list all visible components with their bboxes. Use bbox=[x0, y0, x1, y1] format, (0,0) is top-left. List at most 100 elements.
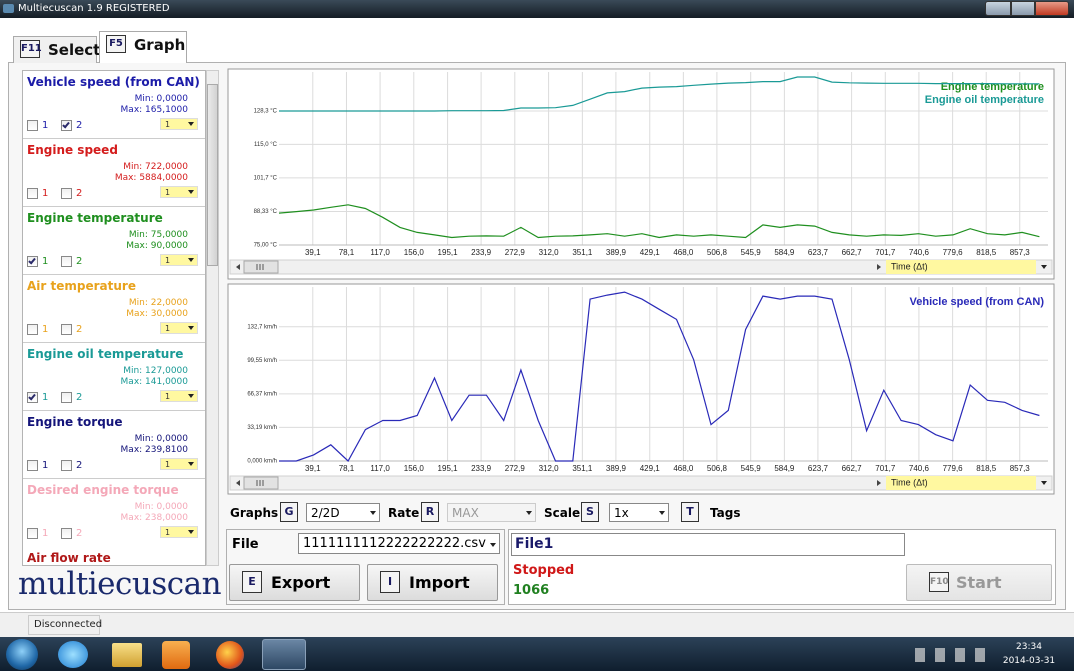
y-tick-label: 88,33 °C bbox=[254, 209, 278, 215]
tab-label: Select bbox=[48, 41, 101, 59]
rate-select[interactable]: MAX bbox=[447, 503, 536, 522]
export-label: Export bbox=[271, 573, 331, 592]
scroll-right bbox=[877, 480, 881, 486]
graphs-select[interactable]: 2/2D bbox=[306, 503, 380, 522]
y-tick-label: 101,7 °C bbox=[254, 175, 278, 181]
x-tick-label: 272,9 bbox=[505, 464, 526, 473]
y-tick-label: 66,37 km/h bbox=[247, 391, 277, 397]
item-max: Max: 141,0000 bbox=[120, 377, 188, 387]
maximize-button[interactable] bbox=[1011, 1, 1035, 16]
scale-select[interactable]: 1 bbox=[160, 458, 198, 470]
item-min: Min: 75,0000 bbox=[128, 230, 188, 240]
scale-select[interactable]: 1 bbox=[160, 390, 198, 402]
x-tick-label: 389,9 bbox=[606, 248, 627, 257]
rate-label: Rate bbox=[388, 506, 420, 520]
explorer-icon[interactable] bbox=[112, 643, 142, 667]
start-button[interactable] bbox=[6, 639, 38, 670]
channel-label: 1 bbox=[42, 120, 49, 131]
tab-label: Graph bbox=[134, 36, 186, 54]
y-tick-label: 128,3 °C bbox=[254, 109, 278, 115]
dropdown-arrow bbox=[188, 462, 194, 466]
chart-frame bbox=[227, 283, 1055, 495]
channel-checkbox[interactable] bbox=[61, 120, 72, 131]
sidebar-item-name: Air flow rate bbox=[27, 551, 111, 565]
dropdown-arrow bbox=[188, 258, 194, 262]
y-tick-label: 99,55 km/h bbox=[247, 358, 277, 364]
scale-select[interactable]: 1 bbox=[160, 186, 198, 198]
x-tick-label: 195,1 bbox=[438, 464, 459, 473]
sidebar-item-name: Engine temperature bbox=[27, 211, 163, 225]
x-tick-label: 312,0 bbox=[539, 248, 560, 257]
scrollbar-thumb[interactable] bbox=[207, 84, 218, 266]
item-min: Min: 22,0000 bbox=[128, 298, 188, 308]
x-tick-label: 662,7 bbox=[842, 464, 863, 473]
session-count: 1066 bbox=[513, 583, 550, 598]
status-text: Disconnected bbox=[34, 619, 103, 630]
channel-checkbox[interactable] bbox=[27, 188, 38, 199]
scale-select[interactable]: 1 bbox=[160, 254, 198, 266]
channel-checkbox[interactable] bbox=[61, 188, 72, 199]
channel-checkbox[interactable] bbox=[61, 460, 72, 471]
channel-checkbox[interactable] bbox=[27, 460, 38, 471]
x-axis-label: Time (Δt) bbox=[891, 261, 928, 271]
clock-date: 2014-03-31 bbox=[1002, 656, 1056, 666]
session-state: Stopped bbox=[513, 563, 575, 578]
x-tick-label: 117,0 bbox=[370, 248, 390, 257]
x-tick-label: 701,7 bbox=[875, 248, 896, 257]
x-tick-label: 39,1 bbox=[305, 464, 321, 473]
x-tick-label: 351,1 bbox=[572, 248, 593, 257]
item-max: Max: 30,0000 bbox=[126, 309, 188, 319]
window-title: Multiecuscan 1.9 REGISTERED bbox=[18, 3, 170, 14]
status-bar bbox=[0, 612, 1074, 637]
x-tick-label: 740,6 bbox=[909, 248, 930, 257]
channel-label: 1 bbox=[42, 324, 49, 335]
channel-checkbox[interactable] bbox=[27, 324, 38, 335]
x-tick-label: 156,0 bbox=[404, 464, 425, 473]
x-tick-label: 312,0 bbox=[539, 464, 560, 473]
x-tick-label: 195,1 bbox=[438, 248, 459, 257]
item-separator bbox=[23, 206, 205, 207]
y-tick-label: 75,00 °C bbox=[254, 243, 278, 249]
tray-icons bbox=[915, 648, 995, 662]
x-tick-label: 429,1 bbox=[640, 464, 661, 473]
sidebar-item-name: Engine speed bbox=[27, 143, 118, 157]
scale-select[interactable]: 1x bbox=[609, 503, 669, 522]
channel-checkbox[interactable] bbox=[61, 528, 72, 539]
x-tick-label: 117,0 bbox=[370, 464, 390, 473]
x-tick-label: 545,9 bbox=[741, 464, 762, 473]
item-min: Min: 722,0000 bbox=[123, 162, 188, 172]
y-tick-label: 115,0 °C bbox=[254, 142, 278, 148]
active-app-icon[interactable] bbox=[262, 639, 306, 670]
clock-time: 23:34 bbox=[1016, 642, 1042, 652]
h-scroll-thumb bbox=[243, 476, 279, 490]
item-max: Max: 238,0000 bbox=[120, 513, 188, 523]
x-tick-label: 272,9 bbox=[505, 248, 526, 257]
channel-checkbox[interactable] bbox=[27, 528, 38, 539]
h-scrollbar bbox=[229, 475, 1053, 491]
media-icon[interactable] bbox=[162, 641, 190, 669]
scale-select[interactable]: 1 bbox=[160, 526, 198, 538]
channel-checkbox[interactable] bbox=[27, 256, 38, 267]
sidebar-item-name: Air temperature bbox=[27, 279, 136, 293]
channel-checkbox[interactable] bbox=[27, 392, 38, 403]
legend-entry: Engine temperature bbox=[941, 81, 1044, 93]
channel-label: 2 bbox=[76, 392, 83, 403]
ie-icon[interactable] bbox=[58, 641, 88, 668]
logo: multiecuscan bbox=[18, 566, 222, 602]
file-select[interactable]: 1111111112222222222.csv bbox=[298, 533, 500, 554]
scale-select[interactable]: 1 bbox=[160, 118, 198, 130]
x-tick-label: 818,5 bbox=[976, 248, 997, 257]
scale-select[interactable]: 1 bbox=[160, 322, 198, 334]
dropdown-arrow bbox=[659, 511, 665, 515]
firefox-icon[interactable] bbox=[216, 641, 244, 669]
channel-label: 2 bbox=[76, 528, 83, 539]
channel-checkbox[interactable] bbox=[27, 120, 38, 131]
channel-checkbox[interactable] bbox=[61, 324, 72, 335]
x-tick-label: 389,9 bbox=[606, 464, 627, 473]
minimize-button[interactable] bbox=[985, 1, 1011, 16]
close-button[interactable] bbox=[1035, 1, 1069, 16]
channel-checkbox[interactable] bbox=[61, 256, 72, 267]
channel-checkbox[interactable] bbox=[61, 392, 72, 403]
session-name: File1 bbox=[511, 533, 905, 556]
x-tick-label: 233,9 bbox=[471, 248, 492, 257]
